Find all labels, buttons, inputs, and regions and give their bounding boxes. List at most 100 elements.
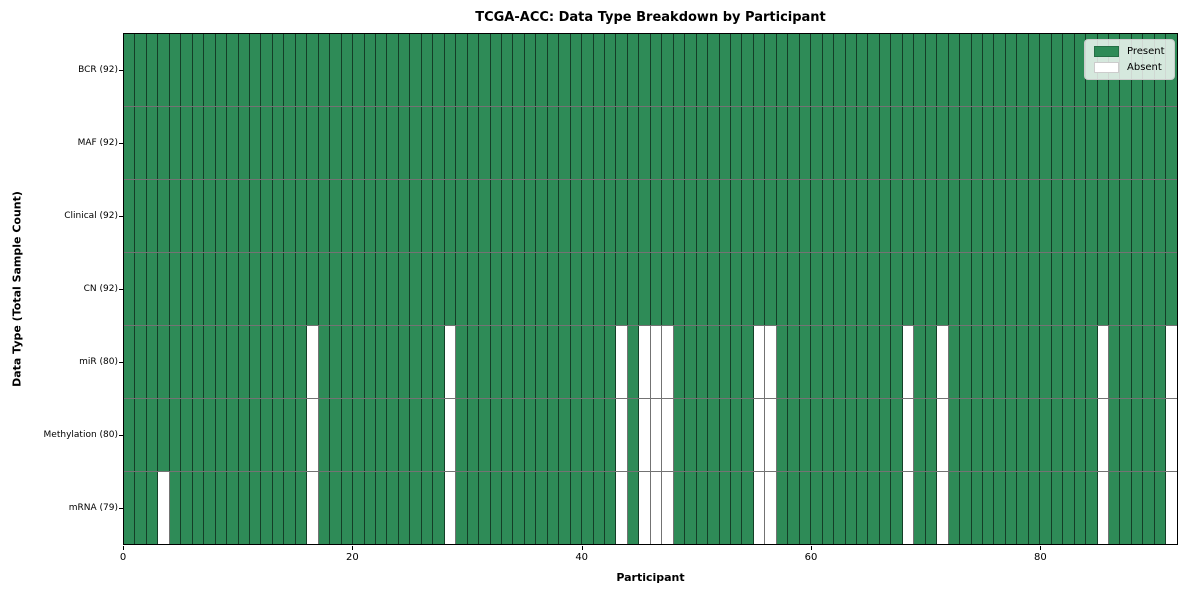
absent-swatch-icon [1094, 62, 1119, 73]
heatmap-cell-Clinical-2 [146, 180, 159, 252]
heatmap-cell-MAF-74 [971, 107, 983, 179]
heatmap-cell-mRNA-25 [410, 472, 422, 544]
heatmap-cell-miR-89 [1143, 326, 1155, 398]
heatmap-cell-mRNA-81 [1051, 472, 1064, 544]
heatmap-cell-miR-73 [960, 326, 972, 398]
y-tick-mark [119, 435, 123, 437]
heatmap-cell-CN-89 [1143, 253, 1155, 325]
heatmap-cell-Clinical-4 [169, 180, 182, 252]
heatmap-cell-Clinical-77 [1005, 180, 1018, 252]
heatmap-cell-Methylation-10 [238, 399, 250, 471]
heatmap-cell-Methylation-31 [479, 399, 491, 471]
heatmap-cell-CN-78 [1017, 253, 1029, 325]
heatmap-cell-mRNA-4 [169, 472, 182, 544]
heatmap-cell-MAF-3 [158, 107, 170, 179]
heatmap-cell-CN-74 [971, 253, 983, 325]
heatmap-cell-Clinical-1 [135, 180, 147, 252]
heatmap-cell-Clinical-20 [353, 180, 365, 252]
heatmap-cell-CN-17 [318, 253, 331, 325]
heatmap-cell-MAF-38 [559, 107, 571, 179]
heatmap-cell-mRNA-89 [1143, 472, 1155, 544]
heatmap-cell-Clinical-35 [524, 180, 537, 252]
heatmap-cell-MAF-7 [204, 107, 216, 179]
heatmap-cell-CN-54 [742, 253, 754, 325]
heatmap-cell-CN-64 [857, 253, 869, 325]
heatmap-cell-mRNA-0 [124, 472, 136, 544]
heatmap-cell-BCR-69 [914, 34, 926, 106]
heatmap-cell-miR-50 [696, 326, 709, 398]
heatmap-cell-Clinical-89 [1143, 180, 1155, 252]
heatmap-cell-mRNA-9 [227, 472, 239, 544]
heatmap-cell-Clinical-12 [261, 180, 273, 252]
heatmap-cell-mRNA-57 [776, 472, 789, 544]
heatmap-cell-mRNA-18 [330, 472, 342, 544]
heatmap-cell-CN-7 [204, 253, 216, 325]
heatmap-cell-MAF-0 [124, 107, 136, 179]
y-tick-mark [119, 362, 123, 364]
heatmap-cell-CN-35 [524, 253, 537, 325]
heatmap-cell-CN-76 [994, 253, 1006, 325]
heatmap-cell-Methylation-18 [330, 399, 342, 471]
heatmap-cell-CN-53 [731, 253, 743, 325]
heatmap-cell-Methylation-11 [249, 399, 262, 471]
heatmap-cell-Methylation-60 [811, 399, 823, 471]
heatmap-cell-mRNA-76 [994, 472, 1006, 544]
heatmap-cell-miR-49 [685, 326, 697, 398]
heatmap-cell-BCR-58 [788, 34, 800, 106]
heatmap-cell-Methylation-20 [353, 399, 365, 471]
heatmap-cell-BCR-42 [605, 34, 617, 106]
heatmap-cell-MAF-57 [776, 107, 789, 179]
heatmap-cell-mRNA-87 [1120, 472, 1132, 544]
heatmap-cell-mRNA-74 [971, 472, 983, 544]
heatmap-cell-miR-51 [708, 326, 720, 398]
heatmap-cell-CN-61 [822, 253, 835, 325]
heatmap-cell-CN-5 [181, 253, 193, 325]
heatmap-cell-CN-47 [662, 253, 674, 325]
heatmap-cell-BCR-4 [169, 34, 182, 106]
heatmap-cell-mRNA-54 [742, 472, 754, 544]
heatmap-cell-CN-23 [387, 253, 399, 325]
heatmap-cell-miR-32 [490, 326, 502, 398]
y-tick-label-Methylation: Methylation (80) [43, 430, 118, 441]
heatmap-cell-MAF-51 [708, 107, 720, 179]
heatmap-cell-Methylation-27 [433, 399, 445, 471]
heatmap-cell-CN-55 [753, 253, 766, 325]
heatmap-cell-Methylation-68 [902, 399, 915, 471]
heatmap-cell-MAF-59 [799, 107, 812, 179]
heatmap-cell-BCR-48 [673, 34, 686, 106]
heatmap-cell-BCR-54 [742, 34, 754, 106]
heatmap-cell-miR-41 [593, 326, 606, 398]
heatmap-cell-CN-65 [868, 253, 880, 325]
heatmap-cell-miR-76 [994, 326, 1006, 398]
heatmap-cell-BCR-14 [284, 34, 296, 106]
heatmap-cell-BCR-52 [719, 34, 732, 106]
heatmap-cell-mRNA-3 [158, 472, 170, 544]
heatmap-cell-Methylation-48 [673, 399, 686, 471]
heatmap-cell-Clinical-39 [570, 180, 583, 252]
heatmap-cell-mRNA-23 [387, 472, 399, 544]
heatmap-cell-MAF-71 [937, 107, 949, 179]
heatmap-cell-BCR-32 [490, 34, 502, 106]
heatmap-cell-mRNA-26 [421, 472, 434, 544]
heatmap-cell-Methylation-52 [719, 399, 732, 471]
heatmap-cell-MAF-89 [1143, 107, 1155, 179]
heatmap-cell-mRNA-13 [272, 472, 285, 544]
heatmap-cell-CN-58 [788, 253, 800, 325]
heatmap-cell-mRNA-15 [295, 472, 308, 544]
heatmap-cell-CN-6 [192, 253, 205, 325]
heatmap-cell-Methylation-22 [375, 399, 388, 471]
heatmap-cell-miR-0 [124, 326, 136, 398]
heatmap-cell-miR-17 [318, 326, 331, 398]
legend-label-absent: Absent [1127, 62, 1162, 73]
y-tick-mark [119, 289, 123, 290]
heatmap-cell-MAF-15 [295, 107, 308, 179]
heatmap-cell-Methylation-19 [341, 399, 354, 471]
heatmap-cell-miR-42 [605, 326, 617, 398]
heatmap-cell-Clinical-40 [582, 180, 594, 252]
heatmap-cell-BCR-10 [238, 34, 250, 106]
y-tick-mark [119, 215, 123, 217]
heatmap-cell-Methylation-65 [868, 399, 880, 471]
heatmap-cell-mRNA-10 [238, 472, 250, 544]
heatmap-cell-CN-33 [501, 253, 514, 325]
heatmap-cell-Clinical-46 [650, 180, 663, 252]
